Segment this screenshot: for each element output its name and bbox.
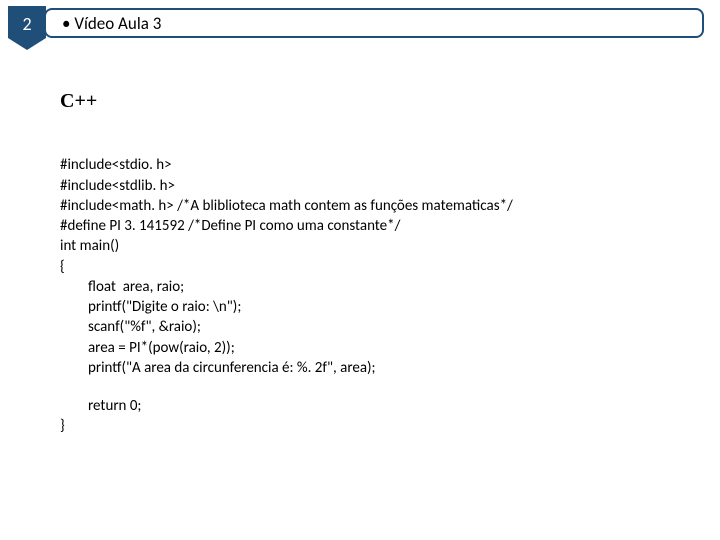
code-line: area = PI*(pow(raio, 2)); — [60, 338, 700, 358]
code-line: #include<stdlib. h> — [60, 177, 175, 195]
code-line: #include<stdio. h> — [60, 156, 172, 174]
step-number: 2 — [8, 13, 46, 35]
code-line: } — [60, 417, 65, 435]
language-heading: C++ — [60, 90, 700, 113]
slide-content: C++ #include<stdio. h> #include<stdlib. … — [60, 90, 700, 457]
code-line: float area, raio; — [60, 277, 700, 297]
pentagon-tip — [8, 38, 46, 50]
code-line: printf("Digite o raio: \n"); — [60, 297, 700, 317]
code-line: { — [60, 258, 65, 276]
code-line: int main() — [60, 237, 119, 255]
code-line: printf("A area da circunferencia é: %. 2… — [60, 358, 700, 378]
code-line: scanf("%f", &raio); — [60, 317, 700, 337]
code-line: #include<math. h> /*A bliblioteca math c… — [60, 197, 513, 215]
code-line: return 0; — [60, 396, 700, 416]
blank-line — [60, 378, 700, 396]
code-block: #include<stdio. h> #include<stdlib. h> #… — [60, 135, 700, 457]
title-text: • Vídeo Aula 3 — [62, 13, 161, 34]
step-badge: 2 — [8, 6, 46, 50]
slide-header: 2 • Vídeo Aula 3 — [0, 6, 710, 42]
title-pill: • Vídeo Aula 3 — [44, 8, 704, 38]
code-line: #define PI 3. 141592 /*Define PI como um… — [60, 217, 400, 235]
